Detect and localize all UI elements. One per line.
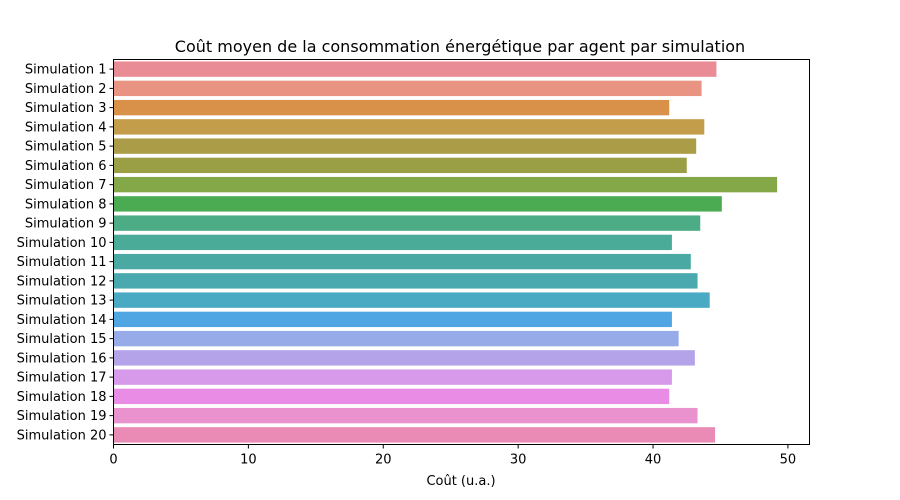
y-tick-label: Simulation 13 <box>17 294 107 309</box>
y-tick-label: Simulation 20 <box>17 428 107 443</box>
y-tick-label: Simulation 14 <box>17 313 107 328</box>
y-tick-label: Simulation 1 <box>25 63 107 78</box>
y-tick-label: Simulation 6 <box>25 159 107 174</box>
y-axis: Simulation 1 Simulation 2 Simulation 3 Simu… <box>17 63 114 443</box>
bar <box>113 80 702 97</box>
bar <box>113 407 698 424</box>
y-tick-label: Simulation 3 <box>25 101 107 116</box>
y-tick-label: Simulation 4 <box>25 120 107 135</box>
y-tick-label: Simulation 10 <box>17 236 107 251</box>
bar <box>113 215 701 231</box>
y-tick-label: Simulation 8 <box>25 197 107 212</box>
y-tick-label: Simulation 9 <box>25 217 107 232</box>
bar <box>113 119 705 135</box>
x-axis: 0 10 20 30 40 50 <box>109 444 797 468</box>
x-tick-label: 10 <box>240 453 257 468</box>
bar <box>113 311 672 328</box>
bar <box>113 427 716 443</box>
bar <box>113 61 717 77</box>
y-tick-label: Simulation 12 <box>17 274 107 289</box>
chart-title: Coût moyen de la consommation énergétiqu… <box>175 37 745 56</box>
y-tick-label: Simulation 16 <box>17 351 107 366</box>
bar <box>113 253 691 270</box>
x-tick-label: 50 <box>780 453 797 468</box>
x-tick-label: 20 <box>375 453 392 468</box>
y-tick-label: Simulation 7 <box>25 178 107 193</box>
bar <box>113 350 695 366</box>
bar <box>113 234 672 251</box>
bar <box>113 292 710 308</box>
x-tick-label: 0 <box>109 453 117 468</box>
x-axis-label: Coût (u.a.) <box>426 474 495 489</box>
bar <box>113 369 672 385</box>
y-tick-label: Simulation 17 <box>17 371 107 386</box>
bar <box>113 99 670 116</box>
x-tick-label: 30 <box>510 453 527 468</box>
bar <box>113 157 687 174</box>
bar <box>113 330 679 347</box>
y-tick-label: Simulation 15 <box>17 332 107 347</box>
bar <box>113 196 722 212</box>
y-tick-label: Simulation 19 <box>17 409 107 424</box>
y-tick-label: Simulation 11 <box>17 255 107 270</box>
bar <box>113 273 698 289</box>
y-tick-label: Simulation 2 <box>25 82 107 97</box>
bar <box>113 388 670 405</box>
y-tick-label: Simulation 5 <box>25 140 107 155</box>
bar <box>113 176 778 193</box>
bar <box>113 138 697 154</box>
bars-group <box>113 61 778 443</box>
y-tick-label: Simulation 18 <box>17 390 107 405</box>
plot-frame <box>113 59 810 445</box>
x-tick-label: 40 <box>645 453 662 468</box>
